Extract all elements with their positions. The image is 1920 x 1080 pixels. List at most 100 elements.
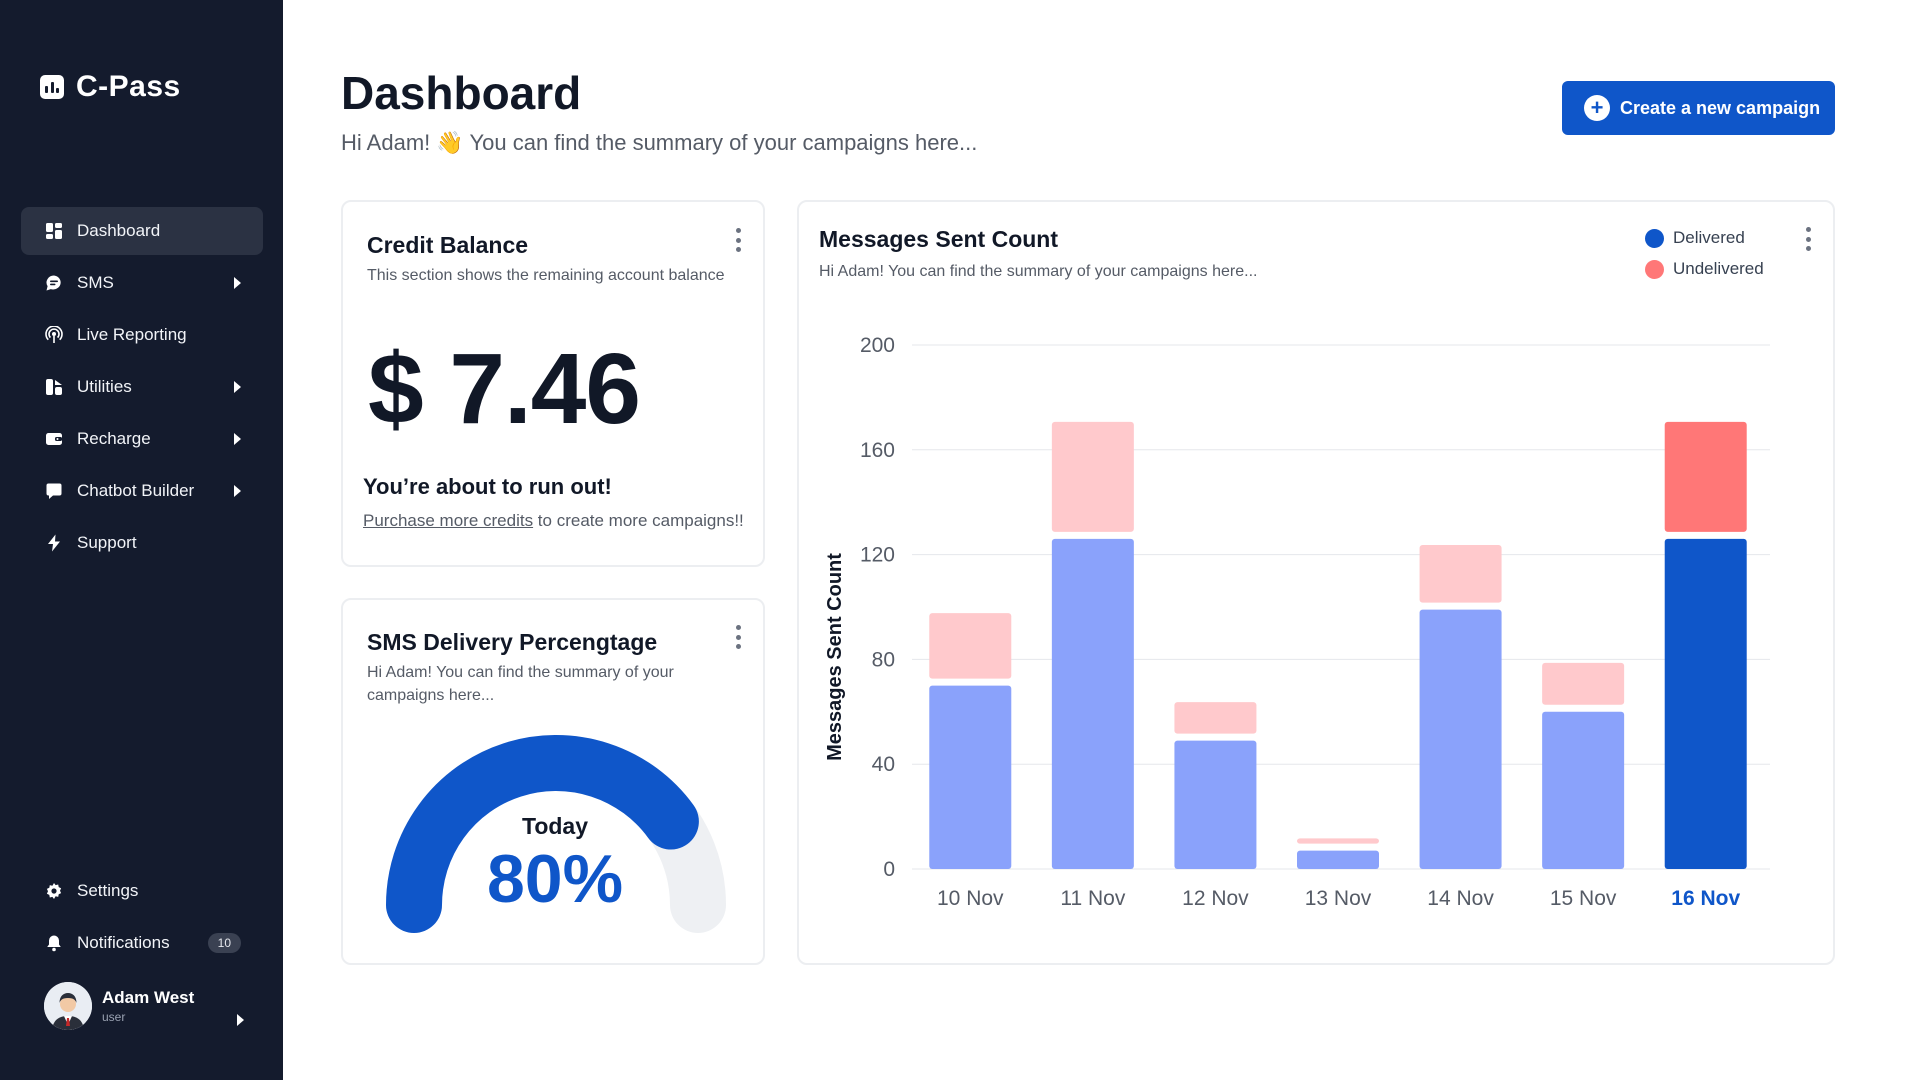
sidebar-item-recharge[interactable]: Recharge bbox=[21, 415, 263, 463]
bar-undelivered bbox=[1664, 421, 1747, 532]
y-axis-label: Messages Sent Count bbox=[824, 553, 846, 761]
credit-balance-title: Credit Balance bbox=[367, 232, 529, 258]
utilities-icon bbox=[45, 378, 63, 396]
more-options-icon[interactable] bbox=[736, 228, 742, 252]
legend-dot-undelivered bbox=[1645, 259, 1664, 279]
bar-undelivered bbox=[1297, 838, 1379, 844]
legend-label: Undelivered bbox=[1673, 259, 1764, 278]
y-tick-label: 0 bbox=[883, 858, 895, 881]
credit-warning: You’re about to run out! bbox=[363, 474, 612, 499]
bar-undelivered bbox=[1542, 662, 1625, 705]
x-tick-label: 12 Nov bbox=[1182, 887, 1249, 910]
sidebar-item-utilities[interactable]: Utilities bbox=[21, 363, 263, 411]
sidebar-item-label: Chatbot Builder bbox=[77, 481, 195, 500]
page-title: Dashboard bbox=[341, 67, 582, 119]
bar-undelivered bbox=[1051, 421, 1134, 532]
create-campaign-label: Create a new campaign bbox=[1620, 97, 1821, 118]
bar-delivered bbox=[1419, 609, 1502, 869]
sidebar-item-label: SMS bbox=[77, 273, 114, 292]
chat-icon bbox=[45, 274, 63, 292]
y-tick-label: 160 bbox=[860, 439, 895, 462]
lightning-icon bbox=[45, 534, 63, 552]
sidebar-item-label: Utilities bbox=[77, 377, 132, 396]
sidebar-item-sms[interactable]: SMS bbox=[21, 259, 263, 307]
chart-legend: Delivered Undelivered bbox=[1645, 228, 1764, 290]
credit-balance-subtitle: This section shows the remaining account… bbox=[367, 267, 725, 284]
messages-bar-chart: 0 40 80 120 160 200 Messages Sent Count 10 Nov 1… bbox=[824, 334, 1770, 910]
delivery-gauge bbox=[386, 735, 726, 933]
y-tick-label: 120 bbox=[860, 544, 895, 567]
purchase-credits-text: Purchase more credits to create more cam… bbox=[363, 511, 744, 531]
sms-delivery-card: SMS Delivery Percengtage Hi Adam! You ca… bbox=[341, 598, 765, 965]
chevron-right-icon bbox=[234, 485, 241, 497]
bar-undelivered bbox=[1419, 544, 1502, 603]
notifications-count-badge: 10 bbox=[207, 933, 241, 953]
sidebar-item-label: Notifications bbox=[77, 933, 170, 952]
x-tick-label: 10 Nov bbox=[937, 887, 1004, 910]
bar-delivered bbox=[1542, 711, 1625, 869]
gauge-value: 80% bbox=[486, 841, 624, 917]
more-options-icon[interactable] bbox=[736, 625, 742, 649]
plus-icon: + bbox=[1584, 95, 1610, 121]
more-options-icon[interactable] bbox=[1806, 227, 1812, 251]
x-tick-label: 14 Nov bbox=[1427, 887, 1494, 910]
credit-balance-card: Credit Balance This section shows the re… bbox=[341, 200, 765, 567]
sidebar-bottom: Settings Notifications 10 bbox=[21, 867, 263, 971]
messages-sent-subtitle: Hi Adam! You can find the summary of you… bbox=[819, 263, 1258, 280]
app-logo[interactable]: C-Pass bbox=[40, 70, 181, 104]
sidebar: C-Pass Dashboard SMS Live Reporting bbox=[0, 0, 283, 1080]
user-profile[interactable]: Adam West user bbox=[44, 982, 244, 1030]
sidebar-item-dashboard[interactable]: Dashboard bbox=[21, 207, 263, 255]
sidebar-item-label: Recharge bbox=[77, 429, 151, 448]
x-tick-label: 15 Nov bbox=[1550, 887, 1617, 910]
logo-icon bbox=[40, 75, 64, 99]
sidebar-item-label: Settings bbox=[77, 881, 139, 900]
credit-amount: $ 7.46 bbox=[368, 333, 641, 445]
bar-delivered bbox=[1664, 538, 1747, 869]
dashboard-icon bbox=[45, 222, 63, 240]
bar-delivered bbox=[929, 685, 1012, 869]
bar-delivered bbox=[1051, 538, 1134, 869]
chevron-right-icon[interactable] bbox=[237, 1014, 244, 1026]
messages-sent-card: Messages Sent Count Hi Adam! You can fin… bbox=[797, 200, 1835, 965]
sidebar-item-support[interactable]: Support bbox=[21, 519, 263, 567]
messages-sent-title: Messages Sent Count bbox=[819, 226, 1058, 252]
sms-delivery-subtitle: Hi Adam! You can find the summary of you… bbox=[367, 664, 674, 704]
gauge-label: Today bbox=[521, 813, 589, 839]
create-campaign-button[interactable]: + Create a new campaign bbox=[1562, 81, 1835, 135]
sidebar-item-chatbot-builder[interactable]: Chatbot Builder bbox=[21, 467, 263, 515]
sidebar-nav: Dashboard SMS Live Reporting Utilities bbox=[21, 207, 263, 571]
broadcast-icon bbox=[45, 326, 63, 344]
bar-undelivered bbox=[1174, 702, 1257, 734]
x-tick-label: 11 Nov bbox=[1060, 887, 1125, 910]
app-name: C-Pass bbox=[76, 70, 181, 103]
chatbot-icon bbox=[45, 482, 63, 500]
x-tick-label: 16 Nov bbox=[1671, 887, 1740, 910]
legend-label: Delivered bbox=[1673, 228, 1745, 247]
sidebar-item-label: Support bbox=[77, 533, 137, 552]
sidebar-item-notifications[interactable]: Notifications 10 bbox=[21, 919, 263, 967]
user-info: Adam West user bbox=[102, 988, 237, 1024]
avatar bbox=[44, 982, 92, 1030]
chevron-right-icon bbox=[234, 381, 241, 393]
purchase-credits-rest: to create more campaigns!! bbox=[533, 511, 744, 530]
y-tick-label: 40 bbox=[872, 753, 895, 776]
bar-delivered bbox=[1174, 740, 1257, 869]
wallet-icon bbox=[45, 430, 63, 448]
chevron-right-icon bbox=[234, 433, 241, 445]
gear-icon bbox=[45, 882, 63, 900]
sidebar-item-live-reporting[interactable]: Live Reporting bbox=[21, 311, 263, 359]
user-role: user bbox=[102, 1010, 126, 1024]
chevron-right-icon bbox=[234, 277, 241, 289]
sidebar-item-settings[interactable]: Settings bbox=[21, 867, 263, 915]
y-tick-label: 200 bbox=[860, 334, 895, 357]
bell-icon bbox=[45, 934, 63, 952]
y-tick-label: 80 bbox=[872, 648, 895, 671]
legend-item-delivered: Delivered bbox=[1645, 228, 1764, 248]
bar-undelivered bbox=[929, 613, 1012, 679]
purchase-credits-link[interactable]: Purchase more credits bbox=[363, 511, 534, 530]
legend-dot-delivered bbox=[1645, 228, 1664, 248]
sidebar-item-label: Dashboard bbox=[77, 221, 161, 240]
legend-item-undelivered: Undelivered bbox=[1645, 259, 1764, 279]
sidebar-item-label: Live Reporting bbox=[77, 325, 187, 344]
